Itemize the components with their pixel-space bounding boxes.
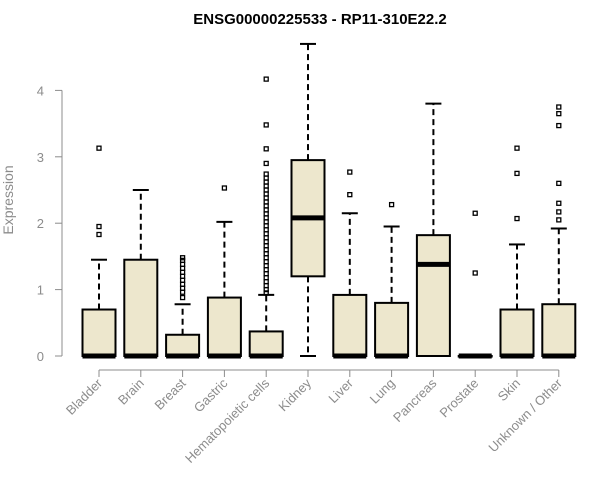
box-breast: [165, 255, 201, 359]
outlier-point: [556, 104, 562, 110]
outlier-point: [472, 270, 478, 276]
outlier-point: [263, 160, 269, 167]
y-tick-label: 0: [37, 349, 44, 364]
box-iqr: [332, 293, 368, 357]
outlier-point: [96, 145, 102, 151]
outlier-point: [179, 294, 186, 301]
outlier-point: [96, 223, 102, 230]
x-tick-label: Pancreas: [390, 375, 440, 425]
box-iqr: [165, 333, 201, 358]
outlier-point: [556, 217, 562, 223]
chart-title: ENSG00000225533 - RP11-310E22.2: [193, 11, 447, 28]
box-kidney: [290, 42, 326, 357]
x-tick-label: Lung: [367, 376, 398, 407]
y-axis-label: Expression: [0, 165, 16, 234]
outlier-point: [556, 122, 562, 129]
outlier-point: [347, 169, 353, 175]
x-tick-label: Brain: [115, 376, 147, 408]
box-bladder: [81, 145, 117, 359]
y-axis: 0 1 2 3 4: [37, 83, 63, 364]
outlier-point: [179, 257, 186, 264]
outlier-point: [472, 210, 478, 216]
box-liver: [332, 169, 368, 359]
outlier-point: [388, 201, 395, 208]
outlier-point: [263, 122, 269, 128]
y-tick-label: 1: [37, 283, 44, 298]
box-series: [81, 42, 577, 359]
box-iqr: [499, 308, 535, 357]
outlier-point: [514, 145, 520, 151]
outlier-point: [263, 76, 269, 82]
outlier-point: [179, 255, 186, 261]
outlier-point: [556, 110, 562, 117]
outlier-point: [514, 215, 520, 222]
outlier-point: [96, 231, 102, 238]
box-gastric: [206, 185, 242, 359]
x-tick-label: Skin: [495, 376, 523, 404]
x-tick-label: Kidney: [275, 375, 314, 414]
outlier-point: [556, 180, 562, 187]
x-tick-label: Breast: [152, 375, 189, 412]
outlier-point: [514, 170, 520, 177]
x-tick-label: Unknown / Other: [485, 375, 565, 455]
box-iqr: [81, 308, 117, 357]
box-iqr: [374, 301, 410, 358]
outlier-point: [263, 146, 269, 152]
box-unknown-other: [541, 104, 577, 359]
y-tick-label: 4: [37, 83, 44, 98]
box-iqr: [541, 303, 577, 358]
outlier-point: [221, 185, 228, 191]
x-tick-label: Liver: [325, 375, 356, 406]
x-tick-label: Gastric: [191, 375, 231, 415]
x-tick-label: Bladder: [63, 375, 106, 418]
box-iqr: [415, 234, 451, 357]
outlier-point: [263, 171, 269, 177]
y-tick-label: 2: [37, 216, 44, 231]
box-iqr: [248, 330, 284, 358]
box-skin: [499, 145, 535, 359]
outlier-point: [556, 200, 562, 206]
box-prostate: [457, 210, 493, 359]
box-hematopoietic-cells: [248, 76, 284, 359]
outlier-point: [347, 191, 353, 198]
y-tick-label: 3: [37, 150, 44, 165]
x-tick-label: Prostate: [436, 376, 481, 421]
box-iqr: [123, 258, 159, 357]
outlier-point: [263, 290, 269, 296]
box-iqr: [206, 296, 242, 357]
box-lung: [374, 201, 410, 359]
box-pancreas: [415, 102, 451, 357]
outlier-point: [556, 209, 562, 215]
box-brain: [123, 189, 159, 359]
